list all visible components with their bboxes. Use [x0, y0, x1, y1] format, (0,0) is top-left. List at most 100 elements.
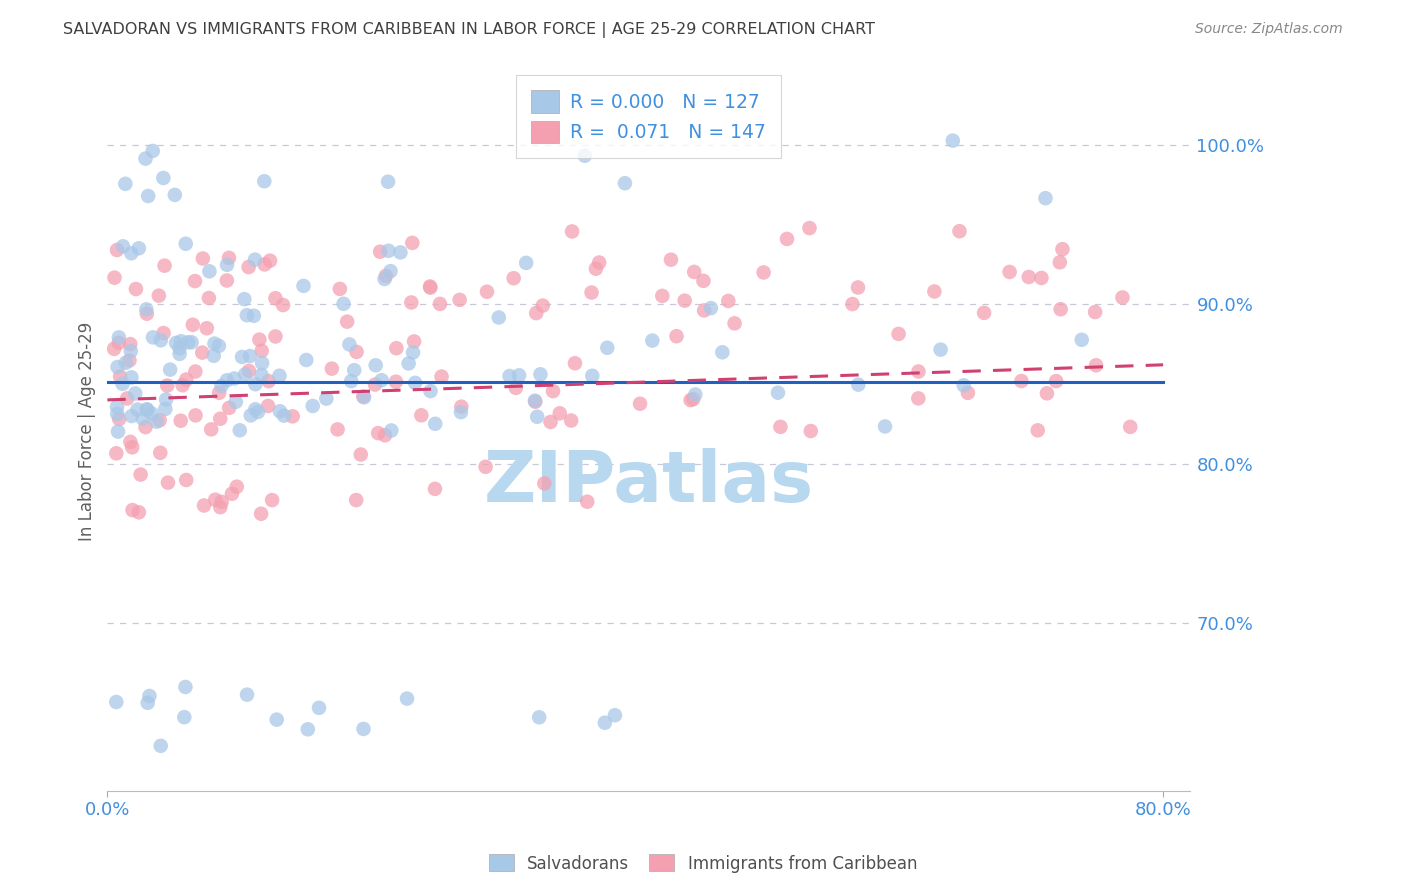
Legend: Salvadorans, Immigrants from Caribbean: Salvadorans, Immigrants from Caribbean — [482, 847, 924, 880]
Point — [193, 499, 215, 513]
Point — [585, 261, 607, 276]
Point — [156, 475, 179, 490]
Point — [692, 274, 714, 288]
Point — [389, 245, 412, 260]
Point — [353, 390, 375, 404]
Point — [202, 349, 225, 363]
Point — [1026, 423, 1049, 437]
Point — [524, 394, 547, 409]
Point — [344, 493, 367, 508]
Point — [502, 271, 524, 285]
Point — [204, 336, 226, 351]
Point — [245, 402, 267, 417]
Point — [180, 335, 202, 350]
Point — [135, 420, 157, 434]
Point — [336, 315, 359, 329]
Point — [127, 402, 149, 417]
Point — [508, 368, 530, 383]
Point — [429, 297, 451, 311]
Point — [665, 329, 688, 343]
Point — [271, 298, 294, 312]
Point — [149, 446, 172, 460]
Point — [170, 334, 193, 349]
Point — [374, 272, 396, 286]
Point — [273, 409, 295, 423]
Point — [218, 251, 240, 265]
Point — [685, 387, 707, 401]
Point — [364, 359, 387, 373]
Point — [374, 268, 396, 283]
Point — [105, 446, 128, 460]
Point — [593, 715, 616, 730]
Point — [138, 689, 160, 703]
Point — [225, 394, 247, 409]
Point — [125, 282, 148, 296]
Point — [211, 379, 233, 393]
Point — [107, 359, 129, 374]
Point — [269, 404, 291, 418]
Text: SALVADORAN VS IMMIGRANTS FROM CARIBBEAN IN LABOR FORCE | AGE 25-29 CORRELATION C: SALVADORAN VS IMMIGRANTS FROM CARIBBEAN … — [63, 22, 876, 38]
Point — [367, 426, 389, 441]
Point — [128, 505, 150, 519]
Point — [281, 409, 304, 424]
Point — [475, 285, 498, 299]
Point — [700, 301, 723, 315]
Point — [128, 241, 150, 255]
Point — [236, 688, 259, 702]
Point — [449, 293, 471, 307]
Point — [380, 264, 402, 278]
Point — [208, 339, 231, 353]
Point — [200, 422, 222, 436]
Point — [152, 171, 174, 186]
Point — [170, 414, 193, 428]
Point — [148, 288, 170, 302]
Point — [149, 413, 172, 427]
Point — [505, 381, 527, 395]
Point — [108, 412, 131, 426]
Point — [425, 417, 447, 431]
Point — [564, 356, 586, 370]
Point — [368, 244, 391, 259]
Point — [250, 507, 273, 521]
Point — [153, 259, 176, 273]
Point — [628, 397, 651, 411]
Point — [169, 341, 191, 355]
Point — [841, 297, 863, 311]
Point — [526, 409, 548, 424]
Point — [105, 243, 128, 257]
Point — [174, 236, 197, 251]
Point — [142, 144, 165, 158]
Point — [231, 350, 253, 364]
Point — [142, 330, 165, 344]
Point — [118, 353, 141, 368]
Point — [846, 280, 869, 294]
Point — [419, 280, 441, 294]
Point — [574, 149, 596, 163]
Y-axis label: In Labor Force | Age 25-29: In Labor Force | Age 25-29 — [79, 322, 96, 541]
Point — [295, 353, 318, 368]
Point — [683, 265, 706, 279]
Point — [229, 423, 252, 437]
Point — [134, 152, 156, 166]
Point — [297, 723, 319, 737]
Point — [266, 713, 288, 727]
Point — [411, 409, 433, 423]
Point — [752, 265, 775, 279]
Point — [404, 376, 426, 390]
Point — [215, 273, 238, 287]
Point — [111, 376, 134, 391]
Point — [1119, 420, 1142, 434]
Point — [165, 335, 187, 350]
Point — [603, 708, 626, 723]
Point — [243, 309, 266, 323]
Point — [873, 419, 896, 434]
Point — [181, 318, 204, 332]
Point — [401, 295, 423, 310]
Point — [1070, 333, 1092, 347]
Point — [174, 473, 197, 487]
Point — [141, 407, 163, 421]
Point — [136, 696, 159, 710]
Point — [907, 392, 929, 406]
Point — [184, 365, 207, 379]
Point — [257, 399, 280, 413]
